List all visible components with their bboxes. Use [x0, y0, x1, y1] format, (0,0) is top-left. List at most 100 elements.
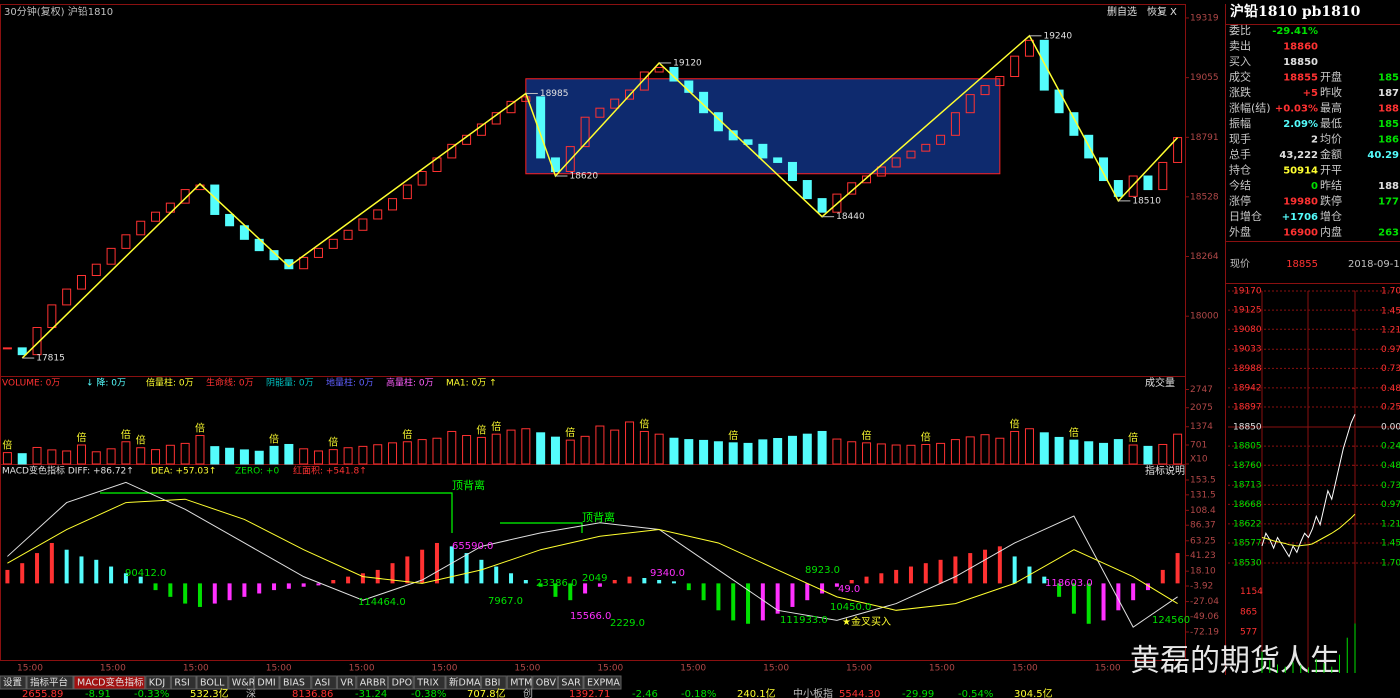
macd-annotation: 90412.0 — [125, 568, 166, 579]
macd-bar — [138, 576, 143, 584]
tab[interactable] — [388, 675, 414, 690]
volume-bar — [521, 428, 531, 465]
side-value: 177 — [1378, 197, 1399, 208]
header-button[interactable]: 删自选 — [1107, 5, 1137, 18]
status-item: 532.3亿 — [190, 687, 229, 698]
header-button[interactable]: X — [1170, 7, 1177, 18]
tab[interactable] — [413, 675, 446, 690]
tab-label[interactable]: W&R — [232, 678, 256, 689]
tab[interactable] — [481, 675, 507, 690]
candle — [862, 175, 872, 184]
volume-bar — [254, 450, 264, 465]
tab[interactable] — [279, 675, 312, 690]
volume-bar — [121, 441, 131, 465]
tab-label[interactable]: 新DMA — [449, 677, 481, 689]
volume-bar — [62, 450, 72, 465]
volume-bar — [758, 439, 768, 465]
side-label: 总手 — [1229, 147, 1251, 161]
volume-bar — [195, 435, 205, 465]
tab-label[interactable]: 指标平台 — [30, 677, 68, 689]
volume-bar — [550, 436, 560, 465]
tab[interactable] — [356, 675, 389, 690]
y2-tick-label: 0.73% — [1381, 364, 1400, 374]
tab[interactable] — [196, 675, 229, 690]
tab[interactable] — [532, 675, 558, 690]
macd-bar — [849, 580, 854, 584]
y2-tick-label: 1.45% — [1381, 539, 1400, 549]
indicator-selector[interactable]: 成交量 — [1145, 376, 1175, 389]
tab[interactable] — [506, 675, 533, 690]
tab-label[interactable]: MTM — [510, 678, 532, 689]
side-value: 187 — [1378, 88, 1399, 99]
tab[interactable] — [445, 675, 482, 690]
candle — [669, 66, 679, 82]
tab-label[interactable]: SAR — [561, 678, 581, 689]
tab-label[interactable]: MACD变色指标 — [77, 677, 144, 689]
tab[interactable] — [73, 675, 146, 690]
tab[interactable] — [336, 675, 357, 690]
tab-label[interactable]: ARBR — [360, 678, 387, 689]
tab-label[interactable]: OBV — [536, 678, 557, 689]
status-item: 707.8亿 — [467, 687, 506, 698]
candle — [402, 184, 412, 200]
macd-annotation: 15566.0 — [570, 611, 611, 622]
tab[interactable] — [26, 675, 74, 690]
indicator-header: 生命线: 0万 — [206, 377, 254, 389]
tab-label[interactable]: KDJ — [149, 678, 165, 689]
tab-label[interactable]: TRIX — [416, 678, 439, 689]
tab[interactable] — [145, 675, 171, 690]
side-label: 振幅 — [1229, 116, 1251, 130]
volume-bar — [713, 441, 723, 465]
tab[interactable] — [311, 675, 337, 690]
tab[interactable] — [0, 675, 27, 690]
y-tick-label: 18.10 — [1190, 567, 1216, 577]
tab[interactable] — [228, 675, 254, 690]
side-label: 今结 — [1229, 178, 1251, 192]
tab[interactable] — [583, 675, 622, 690]
volume-bar — [1143, 445, 1153, 465]
status-item: 304.5亿 — [1014, 687, 1053, 698]
side-value: 185 — [1378, 119, 1399, 130]
volume-bar — [491, 433, 501, 465]
tab-label[interactable]: BBI — [485, 678, 501, 689]
tab-label[interactable]: 设置 — [3, 678, 22, 689]
header-button[interactable]: 恢复 — [1147, 5, 1167, 18]
tab-label[interactable]: DMI — [257, 678, 275, 689]
volume-marker: 倍 — [862, 429, 872, 442]
tab-label[interactable]: BOLL — [200, 678, 225, 689]
macd-line — [7, 498, 1178, 611]
side-label: 持仓 — [1229, 163, 1251, 177]
tab[interactable] — [557, 675, 584, 690]
candle — [1069, 112, 1079, 136]
tab-label[interactable]: DPO — [392, 678, 413, 689]
side-value: -29.41% — [1272, 26, 1318, 37]
y-tick-label: -27.04 — [1190, 597, 1219, 607]
tab-label[interactable]: BIAS — [283, 678, 305, 689]
volume-bar — [2, 452, 12, 465]
tab-label[interactable]: VR — [340, 678, 353, 689]
volume-bar — [1069, 439, 1079, 465]
x-tick-label: 15:00 — [846, 664, 872, 674]
tab-label[interactable]: ASI — [315, 678, 330, 689]
macd-bar — [94, 559, 99, 584]
tab[interactable] — [253, 675, 280, 690]
candle — [2, 347, 12, 350]
y-tick-label: 19080 — [1233, 325, 1262, 335]
watermark: 黄磊的期货人生 — [1130, 644, 1340, 679]
side-label: 均价 — [1320, 133, 1342, 146]
y-tick-label: 18942 — [1233, 383, 1262, 393]
volume-bar — [1158, 443, 1168, 465]
candle — [106, 247, 116, 265]
candle — [1024, 39, 1034, 57]
help-button[interactable]: 指标说明 — [1145, 464, 1185, 477]
volume-bar — [1054, 436, 1064, 465]
volume-bar — [950, 439, 960, 465]
y-tick-label: 18622 — [1233, 519, 1262, 529]
tab[interactable] — [170, 675, 197, 690]
tab-label[interactable]: RSI — [174, 678, 189, 689]
macd-bar — [434, 542, 439, 584]
side-label: 涨停 — [1229, 194, 1251, 208]
volume-bar — [313, 450, 323, 465]
volume-bar — [299, 448, 309, 465]
tab-label[interactable]: EXPMA — [587, 678, 620, 689]
